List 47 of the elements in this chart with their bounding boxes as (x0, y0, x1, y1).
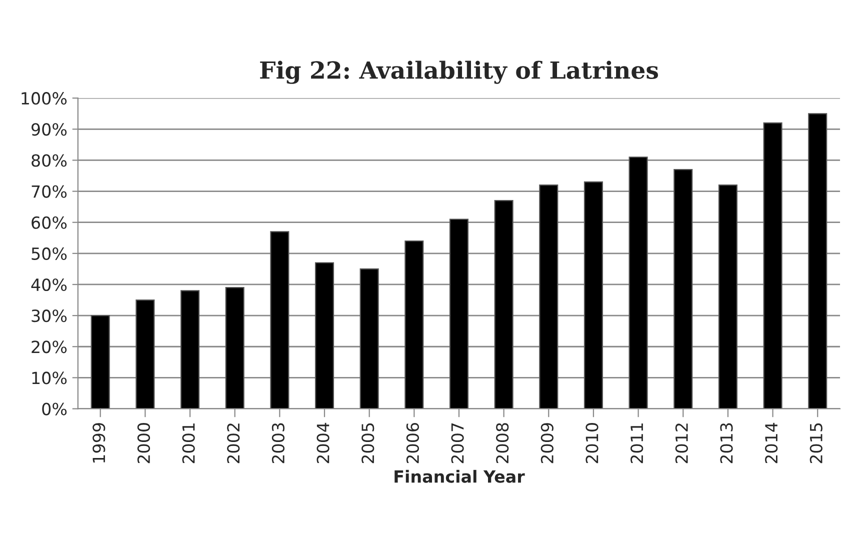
bar (494, 200, 514, 409)
x-tick-label: 2015 (810, 423, 822, 464)
y-tick-label: 90% (32, 123, 67, 136)
x-tick-label: 2005 (362, 423, 374, 464)
bar (763, 122, 782, 409)
x-tick-label: 1999 (92, 423, 106, 463)
bar (270, 231, 290, 409)
bar (225, 287, 244, 409)
bar (628, 156, 648, 409)
y-tick-label: 50% (32, 247, 67, 260)
x-axis-title: Financial Year (394, 470, 525, 483)
x-tick-label: 2006 (406, 422, 419, 464)
x-tick-label: 2004 (316, 422, 330, 464)
y-tick-label: 0% (42, 402, 67, 416)
x-tick-label: 2009 (540, 423, 554, 464)
x-tick-label: 2008 (496, 423, 509, 464)
y-tick-label: 20% (32, 340, 67, 354)
x-tick-label: 2007 (451, 423, 464, 464)
bar (360, 268, 379, 409)
x-tick-label: 2011 (630, 423, 644, 464)
y-tick-label: 40% (31, 278, 67, 292)
bar (808, 113, 828, 409)
y-tick-label: 70% (32, 185, 67, 198)
y-tick-label: 80% (32, 154, 67, 167)
bar (180, 290, 200, 409)
x-tick-label: 2002 (227, 424, 240, 464)
bar (90, 315, 110, 409)
y-tick-label: 60% (32, 216, 67, 229)
x-tick-label: 2010 (586, 423, 598, 464)
chart-title: Fig 22: Availability of Latrines (260, 60, 658, 84)
bar (539, 184, 558, 409)
y-tick-label: 10% (32, 372, 67, 384)
y-tick-label: 100% (22, 92, 67, 105)
x-tick-label: 2014 (765, 422, 778, 464)
bar (674, 168, 693, 409)
x-tick-label: 2012 (675, 424, 688, 464)
bar (136, 299, 155, 409)
x-tick-label: 2001 (182, 423, 195, 464)
y-tick-label: 30% (32, 310, 67, 322)
x-tick-label: 2013 (720, 423, 733, 464)
x-tick-label: 2003 (272, 423, 285, 464)
bar (718, 184, 738, 409)
bar (314, 262, 334, 409)
bar (449, 218, 468, 409)
bar (584, 181, 603, 409)
x-tick-label: 2000 (137, 423, 150, 464)
bar (404, 240, 424, 409)
